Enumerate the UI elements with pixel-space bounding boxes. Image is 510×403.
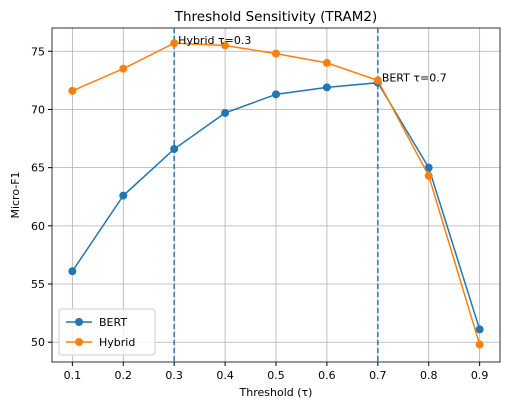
x-tick-label: 0.2	[115, 369, 133, 382]
point	[68, 267, 77, 276]
point	[322, 83, 331, 92]
y-tick-label: 75	[31, 45, 45, 58]
y-tick-label: 65	[31, 162, 45, 175]
annotation: Hybrid τ=0.3	[178, 34, 251, 47]
legend-box	[58, 308, 156, 356]
x-tick-label: 0.5	[267, 369, 285, 382]
chart-title: Threshold Sensitivity (TRAM2)	[174, 9, 377, 25]
point	[322, 58, 331, 67]
point	[373, 76, 382, 85]
point	[424, 163, 433, 172]
legend: BERT Hybrid	[58, 308, 156, 356]
x-tick-label: 0.4	[216, 369, 234, 382]
y-tick-label: 60	[31, 220, 45, 233]
x-tick-label: 0.9	[471, 369, 489, 382]
point	[68, 86, 77, 95]
point	[119, 64, 128, 73]
y-tick-label: 50	[31, 336, 45, 349]
legend-marker	[75, 318, 83, 326]
point	[272, 49, 280, 58]
point	[119, 191, 128, 200]
x-tick-label: 0.8	[420, 369, 438, 382]
point	[221, 41, 230, 50]
point	[221, 108, 230, 117]
legend-marker	[75, 338, 83, 346]
point	[475, 340, 484, 349]
point	[272, 90, 280, 99]
x-tick-label: 0.7	[369, 369, 387, 382]
y-axis-label: Micro-F1	[9, 171, 22, 218]
y-tick-label: 70	[31, 103, 45, 116]
legend-label: Hybrid	[99, 336, 135, 349]
x-tick-label: 0.3	[165, 369, 183, 382]
point	[170, 145, 179, 154]
plot-frame	[51, 27, 501, 363]
y-tick-label: 55	[31, 278, 45, 291]
point	[475, 325, 484, 334]
annotation: BERT τ=0.7	[382, 71, 447, 84]
legend-label: BERT	[99, 316, 127, 329]
point	[170, 39, 179, 48]
x-tick-label: 0.6	[318, 369, 336, 382]
x-tick-label: 0.1	[64, 369, 82, 382]
point	[424, 171, 433, 180]
x-axis-label: Threshold (τ)	[239, 386, 313, 399]
